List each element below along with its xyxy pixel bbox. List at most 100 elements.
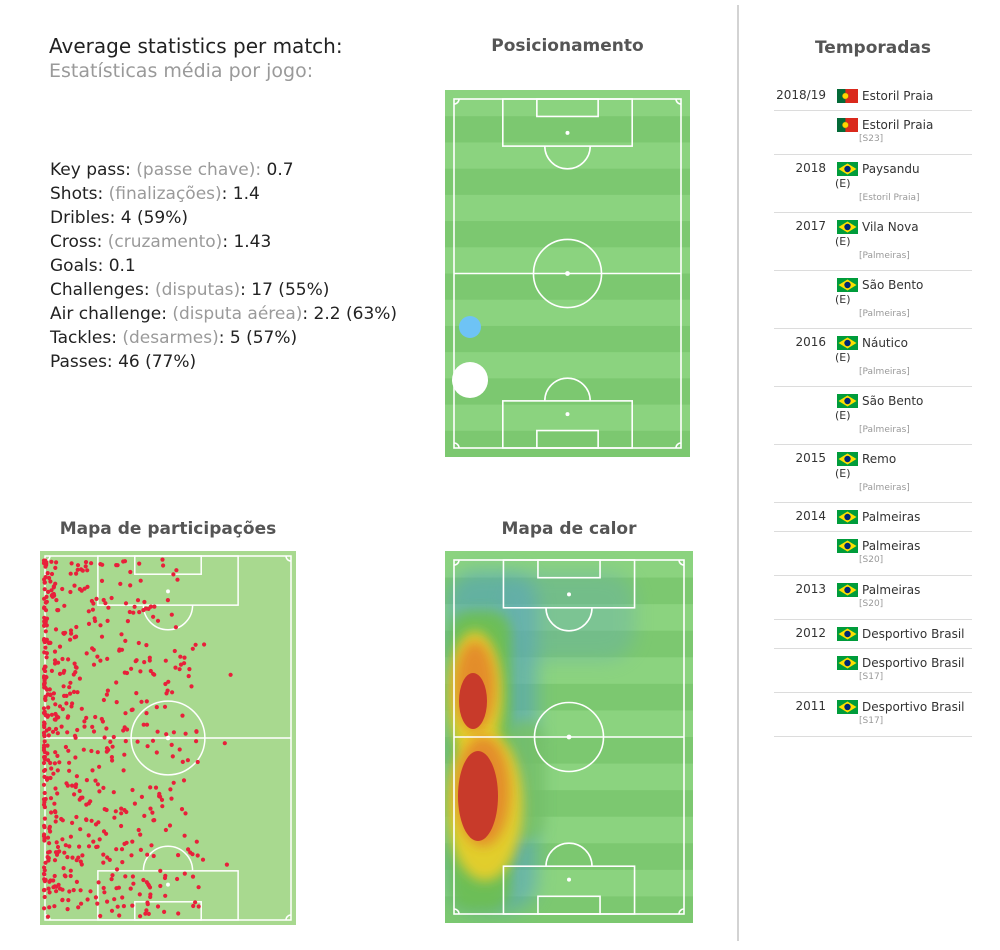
participation-dot [143, 606, 148, 611]
season-team[interactable]: Desportivo Brasil [862, 656, 965, 670]
goal-area-top [536, 98, 599, 118]
season-team[interactable]: Paysandu [862, 162, 920, 176]
participation-dot [138, 578, 143, 583]
penalty-arc-top [142, 605, 194, 631]
season-team[interactable]: Desportivo Brasil [862, 700, 965, 714]
participation-dot [195, 853, 200, 858]
participation-dot [60, 837, 65, 842]
participation-dot [125, 727, 130, 732]
season-team[interactable]: Remo [862, 452, 897, 466]
participation-dot [42, 674, 47, 679]
participation-dot [74, 774, 79, 779]
participation-dot [146, 883, 151, 888]
season-year: 2018/19 [776, 88, 826, 102]
participation-dot [68, 868, 73, 873]
stat-line: Challenges: (disputas): 17 (55%) [50, 278, 397, 302]
stat-line: Key pass: (passe chave): 0.7 [50, 158, 397, 182]
participation-dot [82, 724, 87, 729]
season-note: [Palmeiras] [859, 425, 910, 435]
participation-dot [57, 760, 62, 765]
season-team[interactable]: Estoril Praia [862, 89, 934, 103]
participation-dot [174, 568, 179, 573]
participation-dot [121, 904, 126, 909]
participation-dot [137, 561, 142, 566]
participation-dot [135, 598, 141, 603]
participation-dot [148, 604, 153, 609]
season-team[interactable]: São Bento [862, 394, 924, 408]
participation-dot [64, 701, 69, 706]
heat-peak [459, 673, 487, 729]
participation-map [40, 551, 296, 925]
participation-dot [47, 726, 52, 731]
participation-dot [93, 618, 98, 624]
stat-value: 4 (59%) [120, 208, 189, 228]
season-team[interactable]: Vila Nova [862, 220, 919, 234]
participation-dot [90, 724, 95, 729]
season-team[interactable]: Desportivo Brasil [862, 627, 965, 641]
participation-dot [42, 836, 47, 841]
participation-dot [63, 874, 68, 879]
participation-dot [99, 634, 105, 639]
participation-dot [102, 735, 107, 740]
season-team[interactable]: São Bento [862, 278, 924, 292]
participation-dot [53, 711, 58, 717]
season-row: São Bento (E) [Palmeiras] [774, 271, 972, 329]
season-row: 2013 Palmeiras [S20] [774, 576, 972, 620]
participation-dot [112, 815, 117, 820]
season-team[interactable]: Estoril Praia [862, 118, 934, 132]
participation-dot [57, 704, 63, 709]
participation-dot [101, 597, 106, 603]
participation-dot [131, 610, 136, 615]
brazil-flag-icon [837, 700, 858, 714]
participation-dot [57, 849, 62, 854]
participation-dot [62, 850, 67, 855]
stat-value: 0.1 [108, 256, 136, 276]
participation-dot [43, 685, 48, 690]
participation-dot [129, 707, 134, 713]
participation-dot [173, 665, 178, 670]
participation-dot [41, 802, 47, 807]
seasons-title: Temporadas [814, 38, 932, 58]
participation-dot [67, 760, 72, 765]
participation-dot [48, 579, 53, 584]
participation-dot [67, 768, 72, 773]
participation-dot [43, 669, 48, 674]
participation-dot [75, 563, 81, 568]
participation-dot [86, 833, 91, 838]
season-team[interactable]: Náutico [862, 336, 908, 350]
season-team[interactable]: Palmeiras [862, 539, 921, 553]
participation-dot [138, 914, 143, 919]
participation-dot [194, 729, 199, 734]
season-team[interactable]: Palmeiras [862, 510, 921, 524]
participation-dot [98, 913, 103, 919]
participation-dot [128, 583, 133, 588]
goal-area-top [134, 555, 202, 575]
stat-label: Passes: [50, 352, 119, 372]
participation-dot [176, 911, 181, 916]
participation-dot [55, 791, 60, 796]
participation-dot [161, 563, 166, 568]
participation-dot [135, 739, 140, 744]
season-team[interactable]: Palmeiras [862, 583, 921, 597]
participation-dot [44, 599, 49, 604]
center-circle [532, 238, 603, 309]
participation-dot [148, 785, 153, 790]
stat-label: Shots: [50, 184, 109, 204]
participation-dot [132, 801, 137, 806]
participation-dot [148, 668, 153, 674]
participation-dot [100, 562, 105, 567]
participation-dot [110, 758, 115, 763]
participation-dot [97, 837, 102, 842]
participation-dot [52, 661, 58, 666]
participation-dot [91, 662, 97, 667]
participation-dot [163, 681, 168, 687]
participation-dot [118, 581, 123, 586]
participation-dot [119, 632, 124, 637]
participation-dot [42, 790, 47, 796]
participation-dot [144, 643, 149, 648]
participation-dot [56, 608, 61, 613]
participation-dot [67, 685, 72, 690]
participation-dot [47, 905, 52, 910]
goal-area-top [537, 559, 601, 579]
brazil-flag-icon [837, 452, 858, 466]
